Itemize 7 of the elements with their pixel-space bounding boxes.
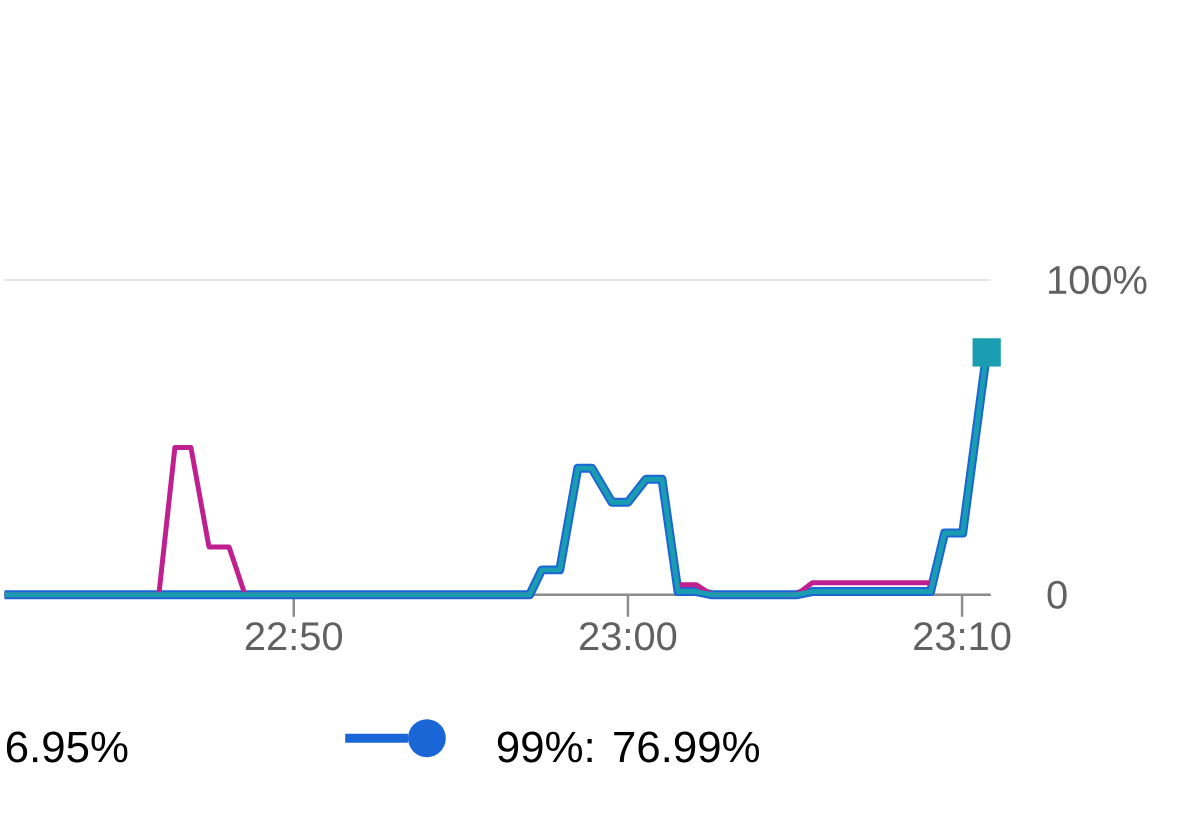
legend-label: 99%: 76.99% [497, 731, 760, 763]
x-tick-label: 23:00 [580, 622, 677, 651]
x-tick-label: 22:50 [245, 622, 343, 651]
x-tick-label: 23:10 [914, 622, 1011, 651]
y-tick-label: 100% [1049, 265, 1147, 295]
y-tick-label: 0 [1047, 580, 1067, 609]
text: 6.95% [6, 731, 128, 763]
